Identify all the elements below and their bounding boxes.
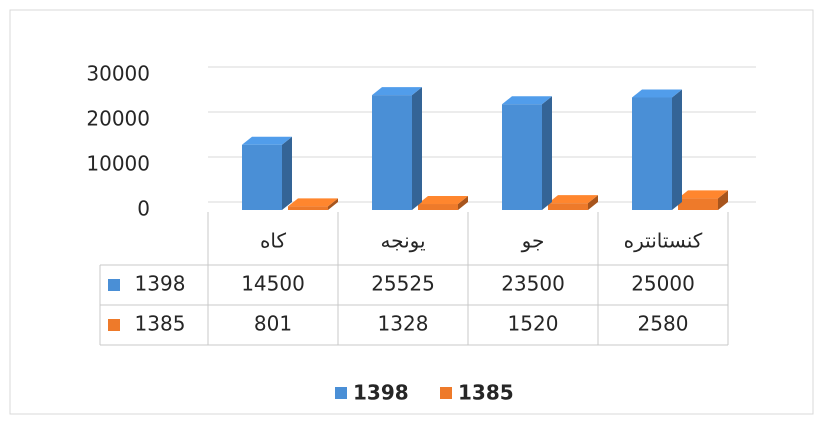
bar-top [678, 190, 728, 199]
table-key [108, 279, 120, 291]
table-value: 25525 [371, 272, 435, 296]
table-value: 1328 [378, 312, 429, 336]
x-tick-label: كنستانتره [624, 229, 703, 253]
bar-top [502, 96, 552, 105]
bar-top [548, 195, 598, 204]
bar [678, 198, 718, 210]
bar-side [718, 190, 728, 210]
bar-top [632, 89, 682, 98]
bar-top [372, 87, 422, 96]
legend-key [440, 387, 452, 399]
legend-label: 1385 [458, 381, 514, 405]
table-value: 23500 [501, 272, 565, 296]
bar [288, 206, 328, 210]
bar-side [412, 87, 422, 210]
bar [242, 144, 282, 210]
table-series-name: 1385 [135, 312, 186, 336]
bar-top [418, 196, 468, 205]
bar-top [242, 136, 292, 145]
bar [502, 104, 542, 210]
table-value: 2580 [638, 312, 689, 336]
table-series-name: 1398 [135, 272, 186, 296]
table-key [108, 319, 120, 331]
bar [548, 203, 588, 210]
x-tick-label: يونجه [380, 229, 425, 253]
bar-side [672, 89, 682, 210]
bar-side [328, 198, 338, 210]
bar-side [458, 196, 468, 210]
chart-border [9, 9, 814, 415]
x-tick-label: كاه [260, 229, 287, 253]
bar-side [282, 136, 292, 210]
bar-top [288, 198, 338, 207]
bar-side [588, 195, 598, 210]
bar [418, 204, 458, 210]
x-tick-label: جو [521, 229, 545, 253]
legend-label: 1398 [353, 381, 409, 405]
y-tick-label: 0 [137, 197, 150, 221]
table-value: 1520 [508, 312, 559, 336]
y-tick-label: 20000 [86, 107, 150, 131]
y-tick-label: 10000 [86, 152, 150, 176]
table-value: 25000 [631, 272, 695, 296]
legend-key [335, 387, 347, 399]
y-tick-label: 30000 [86, 62, 150, 86]
bar-side [542, 96, 552, 210]
table-value: 801 [254, 312, 292, 336]
bar [372, 95, 412, 210]
bar [632, 97, 672, 210]
table-value: 14500 [241, 272, 305, 296]
